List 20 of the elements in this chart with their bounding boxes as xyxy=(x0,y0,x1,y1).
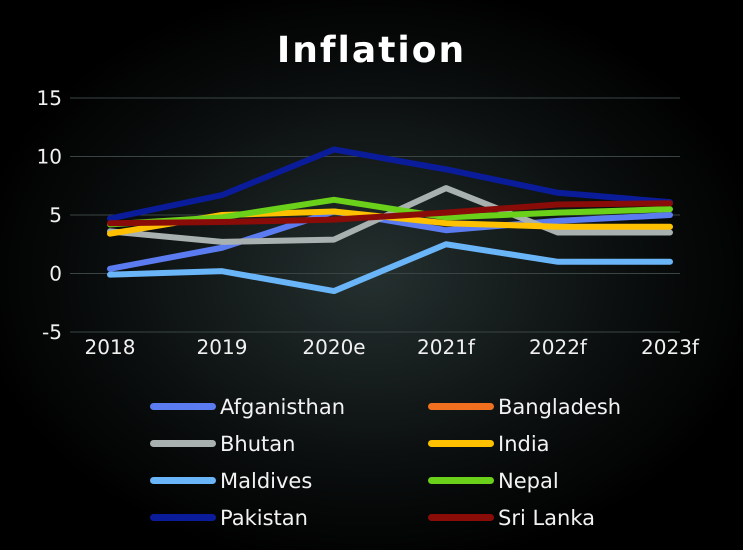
x-tick-label: 2022f xyxy=(529,335,588,360)
legend-label: Maldives xyxy=(220,468,312,492)
y-tick-label: 15 xyxy=(36,86,62,110)
chart-title: Inflation xyxy=(276,29,468,73)
x-tick-label: 2018 xyxy=(84,335,136,360)
legend-label: Bhutan xyxy=(220,432,296,456)
legend-label: Sri Lanka xyxy=(498,506,596,530)
legend-label: Pakistan xyxy=(220,506,308,530)
x-tick-label: 2019 xyxy=(196,335,248,360)
y-tick-label: 5 xyxy=(49,203,62,228)
y-tick-label: 0 xyxy=(49,262,62,286)
x-tick-label: 2023f xyxy=(641,335,700,360)
y-tick-label: 10 xyxy=(36,144,62,169)
x-tick-label: 2021f xyxy=(417,335,476,360)
legend-label: Nepal xyxy=(498,468,559,492)
legend-label: Bangladesh xyxy=(498,394,622,418)
legend-label: India xyxy=(498,432,550,456)
y-tick-label: -5 xyxy=(42,320,62,344)
legend-label: Afganisthan xyxy=(220,394,346,418)
x-tick-label: 2020e xyxy=(302,335,366,360)
